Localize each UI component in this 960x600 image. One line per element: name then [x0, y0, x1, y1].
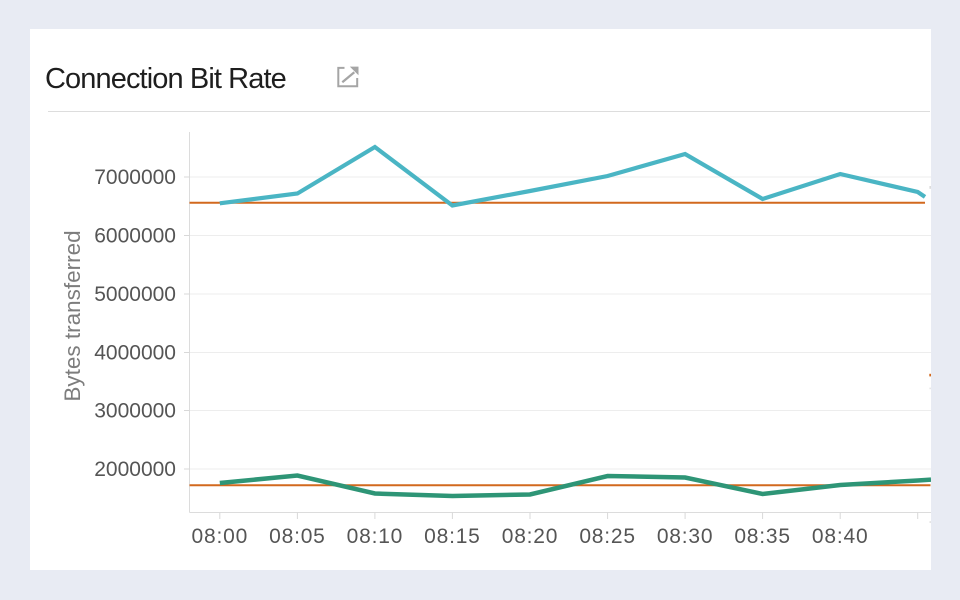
svg-text:08:35: 08:35 — [734, 525, 791, 548]
svg-text:6000000: 6000000 — [94, 225, 176, 248]
svg-text:5000000: 5000000 — [94, 283, 176, 306]
svg-text:08:25: 08:25 — [579, 525, 636, 548]
svg-text:08:15: 08:15 — [424, 525, 481, 548]
svg-text:08:00: 08:00 — [192, 525, 249, 548]
svg-text:08:20: 08:20 — [502, 525, 559, 548]
svg-text:2000000: 2000000 — [94, 458, 176, 481]
svg-text:08:05: 08:05 — [269, 525, 326, 548]
svg-text:08:30: 08:30 — [657, 525, 714, 548]
svg-text:Bytes transferred: Bytes transferred — [60, 230, 85, 401]
svg-text:08:10: 08:10 — [347, 525, 404, 548]
svg-text:08:40: 08:40 — [812, 525, 869, 548]
svg-text:4000000: 4000000 — [94, 342, 176, 365]
svg-text:3000000: 3000000 — [94, 400, 176, 423]
svg-text:7000000: 7000000 — [94, 166, 176, 189]
